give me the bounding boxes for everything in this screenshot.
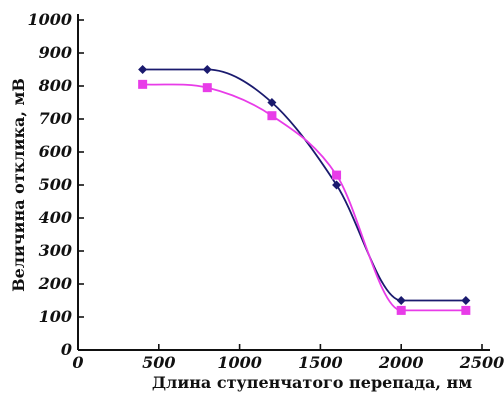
series-line-2 (142, 83, 466, 312)
y-tick-label: 600 (39, 142, 72, 161)
data-point-series-1 (461, 296, 471, 305)
data-point-series-1 (332, 180, 342, 190)
series-line-1 (142, 68, 466, 302)
y-tick-label: 200 (38, 274, 72, 293)
data-point-series-2 (202, 83, 212, 93)
x-tick-label: 1500 (298, 353, 343, 372)
y-tick-label: 400 (39, 208, 72, 227)
data-point-series-2 (461, 305, 471, 315)
y-axis-title: Величина отклика, мВ (9, 78, 28, 292)
data-point-series-2 (332, 170, 342, 180)
data-point-series-1 (202, 65, 212, 74)
y-tick-label: 0 (61, 340, 72, 359)
y-tick-label: 800 (38, 76, 72, 95)
y-tick-label: 700 (39, 109, 72, 128)
data-point-series-2 (138, 79, 148, 89)
y-tick-label: 300 (39, 241, 72, 260)
series-markers (138, 65, 471, 315)
y-tick-label: 1000 (27, 10, 72, 29)
series-curves (142, 68, 466, 312)
y-tick-label: 500 (39, 175, 72, 194)
x-tick-label: 2500 (459, 353, 504, 372)
data-point-series-1 (138, 65, 148, 74)
data-point-series-2 (267, 111, 277, 121)
y-tick-label: 900 (39, 43, 72, 62)
y-tick-label: 100 (39, 307, 72, 326)
data-point-series-1 (267, 98, 277, 107)
axes: 0 100 200 300 400 500 600 700 800 900 1000 0 500 1000… (27, 10, 504, 372)
x-tick-label: 0 (72, 353, 83, 372)
data-point-series-1 (396, 296, 406, 305)
x-tick-label: 2000 (378, 353, 424, 372)
x-tick-label: 500 (142, 353, 175, 372)
x-axis-title: Длина ступенчатого перепада, нм (152, 373, 472, 392)
data-point-series-2 (396, 305, 406, 315)
x-tick-label: 1000 (217, 353, 262, 372)
